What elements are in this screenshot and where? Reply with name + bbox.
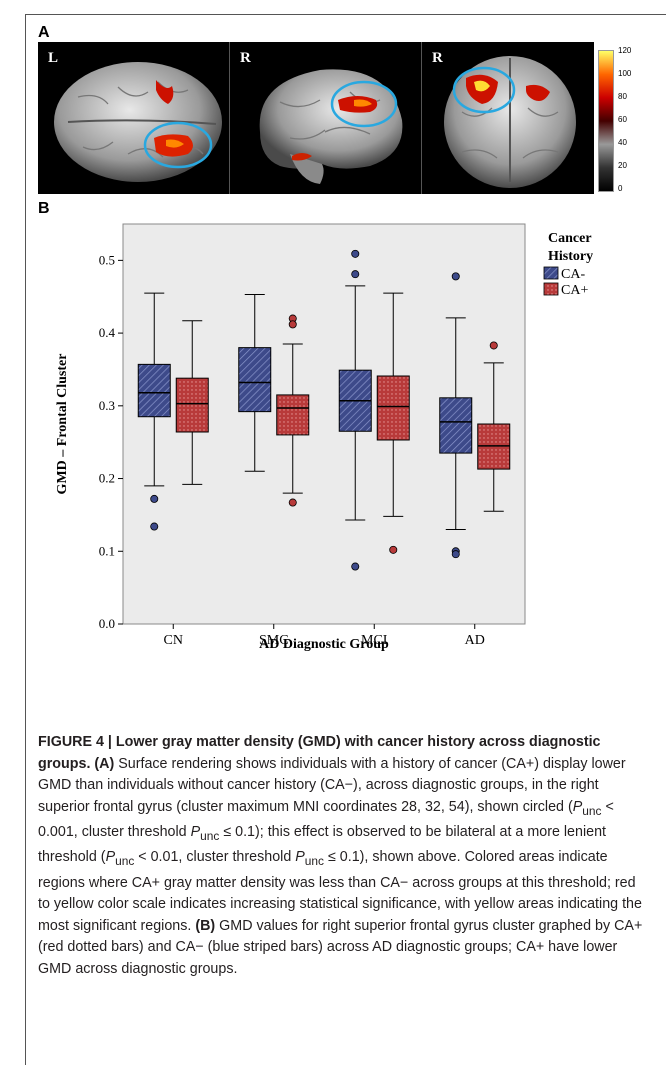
legend-title-line2: History: [548, 249, 593, 264]
box: [439, 397, 473, 454]
panel-a-letter: A: [38, 24, 50, 41]
box: [175, 377, 209, 433]
x-axis: CN SMC MCI AD: [164, 624, 485, 648]
x-tick-label: AD: [465, 633, 485, 648]
box: [376, 375, 410, 441]
unc-subscript: unc: [200, 828, 220, 843]
y-tick-label: 0.0: [99, 616, 115, 631]
outlier-point: [150, 522, 159, 531]
view-label-frontal: R: [432, 50, 443, 66]
x-axis-title: AD Diagnostic Group: [259, 637, 389, 652]
legend: Cancer History CA- CA+: [543, 231, 593, 298]
y-tick-label: 0.2: [99, 471, 115, 486]
unc-subscript: unc: [115, 854, 135, 869]
x-tick-label: MCI: [361, 633, 388, 648]
outlier-point: [351, 249, 360, 258]
p-symbol: P: [105, 849, 116, 866]
figure-caption: FIGURE 4 | Lower gray matter density (GM…: [38, 732, 648, 980]
p-symbol: P: [295, 849, 305, 866]
y-tick-label: 0.5: [99, 252, 115, 267]
outlier-point: [451, 272, 460, 281]
colorbar-tick: 20: [618, 161, 627, 170]
box: [276, 394, 310, 436]
brain-frontal-view-icon: [444, 56, 576, 188]
brain-renderings: L R: [38, 42, 594, 194]
caption-b-label: (B): [195, 917, 216, 934]
outlier-point: [288, 498, 297, 507]
caption-a-text: < 0.01, cluster threshold: [134, 849, 296, 866]
significance-colorbar: 120 100 80 60 40 20 0: [598, 46, 658, 194]
boxplot-chart: 0.0 0.1 0.2 0.3 0.4 0.5 CN SMC MCI AD GMD – Fron…: [55, 223, 593, 652]
box: [238, 347, 272, 413]
x-tick-label: SMC: [259, 633, 289, 648]
legend-swatch-ca-plus: [543, 282, 559, 296]
colorbar-tick: 40: [618, 138, 627, 147]
colorbar-tick: 60: [618, 115, 627, 124]
caption-a-text: ≤ 0.1); this effect is observed to be bi…: [38, 823, 607, 866]
caption-b-text: GMD values for right superior frontal gy…: [38, 917, 643, 977]
legend-swatch-ca-minus: [543, 266, 559, 280]
colorbar-tick: 80: [618, 92, 627, 101]
brain-top-view-icon: [54, 62, 222, 182]
outlier-point: [351, 562, 360, 571]
colorbar-tick: 100: [618, 69, 632, 78]
y-tick-label: 0.1: [99, 543, 115, 558]
outlier-point: [451, 550, 460, 559]
panel-b-letter: B: [38, 200, 50, 217]
caption-a-text: < 0.001, cluster threshold: [38, 798, 614, 840]
unc-subscript: unc: [582, 803, 602, 818]
caption-paragraph: FIGURE 4 | Lower gray matter density (GM…: [38, 732, 648, 980]
outlier-point: [389, 545, 398, 554]
brain-right-lateral-view-icon: [259, 69, 403, 184]
legend-label-ca-minus: CA-: [561, 267, 585, 282]
outlier-point: [351, 270, 360, 279]
outlier-point: [150, 494, 159, 503]
brain-view-left: L: [38, 42, 230, 194]
colorbar-tick: 0: [618, 184, 623, 193]
p-symbol: P: [190, 823, 201, 840]
brain-view-right-lateral: R: [230, 42, 422, 194]
view-label-left: L: [48, 50, 59, 66]
box-series: [137, 249, 511, 571]
colorbar-tick: 120: [618, 46, 632, 55]
colorbar-gradient: [598, 50, 614, 192]
legend-label-ca-plus: CA+: [561, 283, 588, 298]
outlier-point: [489, 341, 498, 350]
legend-title-line1: Cancer: [548, 231, 592, 246]
caption-heading: FIGURE 4 | Lower gray matter density (GM…: [38, 734, 601, 772]
y-tick-label: 0.3: [99, 398, 115, 413]
unc-subscript: unc: [304, 854, 324, 869]
figure-frame: [25, 14, 666, 1065]
x-tick-label: CN: [164, 633, 183, 648]
box: [137, 363, 171, 418]
caption-a-text: Surface rendering shows individuals with…: [38, 755, 626, 815]
p-symbol: P: [572, 798, 583, 815]
view-label-right-lateral: R: [240, 50, 251, 66]
y-axis: 0.0 0.1 0.2 0.3 0.4 0.5: [99, 252, 123, 631]
caption-a-label: (A): [94, 755, 115, 772]
outlier-point: [288, 320, 297, 329]
y-axis-title: GMD – Frontal Cluster: [55, 354, 70, 495]
y-tick-label: 0.4: [99, 325, 116, 340]
brain-view-frontal: R: [422, 42, 594, 194]
caption-a-text: ≤ 0.1), shown above. Colored areas indic…: [38, 849, 642, 934]
